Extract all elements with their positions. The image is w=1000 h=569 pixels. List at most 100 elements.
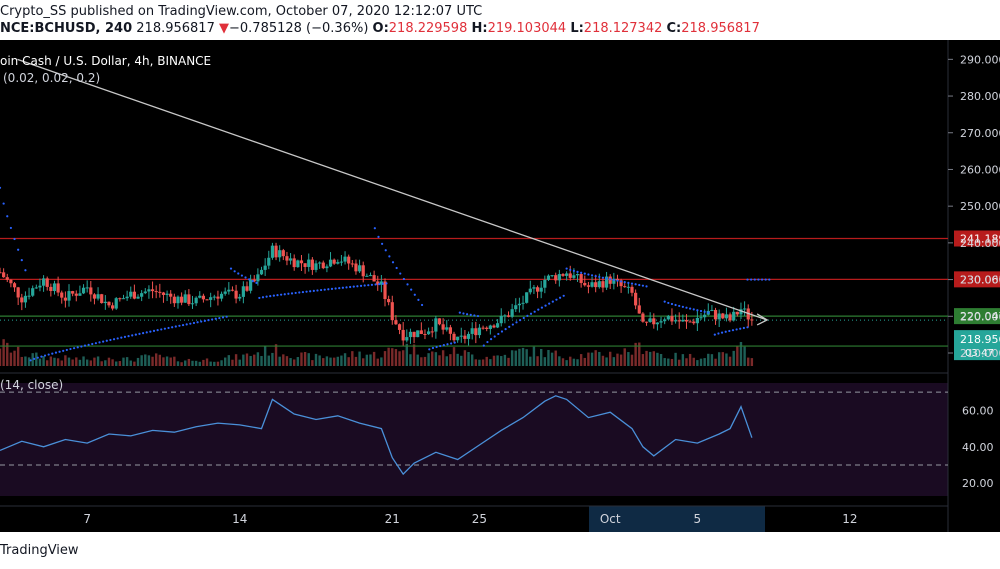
price-chart[interactable]: 241.189230.061220.047211.886218.95603:47… <box>0 40 1000 532</box>
sar-dot <box>544 304 547 307</box>
candle-body <box>376 281 380 285</box>
volume-bar <box>372 351 376 366</box>
candle-body <box>16 287 20 298</box>
volume-bar <box>398 351 401 366</box>
candle-body <box>71 291 75 294</box>
level-label: 230.061 <box>960 273 1000 286</box>
candle-body <box>546 275 551 280</box>
price-tick-label: 250.000 <box>960 200 1000 213</box>
time-tick-label: 12 <box>842 512 857 526</box>
sar-dot <box>410 288 413 291</box>
sar-dot <box>149 330 152 333</box>
sar-dot <box>272 294 275 297</box>
time-tick-label: 21 <box>385 512 400 526</box>
rsi-background <box>0 383 948 496</box>
candle-body <box>456 336 460 341</box>
volume-bar <box>405 343 409 366</box>
volume-bar <box>401 350 405 366</box>
volume-bar <box>554 350 557 366</box>
candle-body <box>314 263 318 270</box>
volume-bar <box>220 360 223 366</box>
sar-dot <box>373 227 376 230</box>
sar-dot <box>385 282 388 285</box>
volume-bar <box>416 354 419 366</box>
volume-bar <box>154 353 158 366</box>
candle-body <box>12 283 17 288</box>
candle-body <box>292 258 296 268</box>
sar-dot <box>674 303 677 307</box>
sar-dot <box>330 287 334 290</box>
sar-dot <box>255 281 258 284</box>
volume-bar <box>750 358 754 366</box>
candle-body <box>190 303 195 305</box>
sar-dot <box>134 333 137 336</box>
candle-body <box>321 262 325 269</box>
sar-dot <box>156 329 159 332</box>
volume-bar <box>598 351 601 366</box>
sar-dot <box>374 283 377 286</box>
sar-dot <box>370 283 374 286</box>
sar-dot <box>290 292 294 295</box>
time-tick-label: 5 <box>694 512 702 526</box>
volume-bar <box>391 348 394 366</box>
volume-bar <box>463 350 467 366</box>
volume-bar <box>688 353 692 366</box>
sar-dot <box>746 278 749 281</box>
candle-body <box>565 273 569 276</box>
volume-bar <box>692 357 695 366</box>
sar-dot <box>87 343 90 346</box>
sar-dot <box>237 272 240 275</box>
volume-bar <box>78 359 82 366</box>
candle-body <box>659 321 663 323</box>
sar-dot <box>720 331 724 334</box>
volume-bar <box>503 354 507 366</box>
volume-bar <box>539 348 543 366</box>
candle-body <box>742 308 747 310</box>
publish-header: Crypto_SS published on TradingView.com, … <box>0 0 1000 40</box>
volume-bar <box>648 351 652 366</box>
sar-dot <box>768 278 771 281</box>
candle-body <box>750 319 754 321</box>
volume-bar <box>307 353 310 366</box>
sar-dot <box>160 328 163 331</box>
candle-body <box>397 324 402 330</box>
sar-dot <box>402 277 405 281</box>
volume-bar <box>282 354 285 366</box>
sar-dot <box>739 327 742 330</box>
candle-body <box>728 314 732 321</box>
sar-dot <box>47 353 50 356</box>
candle-body <box>194 297 198 304</box>
candle-body <box>503 315 507 317</box>
volume-bar <box>27 357 31 366</box>
volume-bar <box>296 357 300 366</box>
sar-dot <box>345 286 348 289</box>
candle-body <box>38 285 42 288</box>
trendline-group[interactable] <box>17 58 769 326</box>
candle-body <box>561 274 565 276</box>
sar-dot <box>338 287 341 290</box>
candle-body <box>434 318 438 332</box>
candle-body <box>554 275 558 281</box>
volume-bar <box>242 354 245 366</box>
candle-body <box>644 321 649 323</box>
candle-body <box>481 327 485 329</box>
candle-body <box>408 331 413 338</box>
candle-body <box>739 309 743 315</box>
volume-bar <box>147 355 151 366</box>
parabolic-sar <box>0 186 771 362</box>
volume-bar <box>343 353 347 366</box>
candle-body <box>0 272 2 274</box>
sar-dot <box>558 296 562 299</box>
sar-dot <box>83 344 87 347</box>
sar-dot <box>522 316 525 320</box>
sar-dot <box>185 323 188 326</box>
open-label: O: <box>372 21 389 36</box>
sar-dot <box>601 276 605 279</box>
volume-bar <box>550 352 554 366</box>
sar-dot <box>174 325 177 328</box>
sar-dot <box>630 282 634 285</box>
volume-bar <box>20 356 23 366</box>
volume-bar <box>431 351 434 366</box>
sar-dot <box>309 290 312 293</box>
level-badge <box>954 230 1000 247</box>
